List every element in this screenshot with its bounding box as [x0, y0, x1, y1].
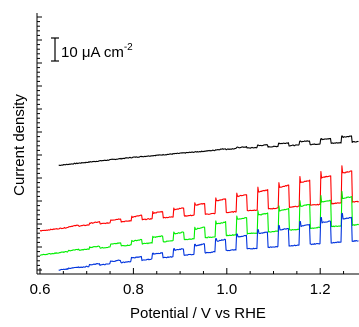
- x-tick-label: 0.8: [123, 281, 144, 298]
- series-line: [39, 190, 359, 256]
- x-tick-label: 1.0: [216, 281, 237, 298]
- y-axis-ticks: [37, 16, 42, 271]
- scale-bar: 10 μA cm-2: [51, 37, 133, 62]
- plot-area: 0.6 0.8 1.0 1.2: [30, 13, 359, 298]
- series-line: [39, 165, 359, 232]
- x-axis-ticks: 0.6 0.8 1.0 1.2: [30, 268, 345, 298]
- x-tick-label: 1.2: [310, 281, 331, 298]
- scale-bar-superscript: -2: [124, 42, 133, 53]
- x-axis-title: Potential / V vs RHE: [130, 305, 266, 322]
- series-line: [58, 135, 359, 167]
- x-tick-label: 0.6: [30, 281, 51, 298]
- series-layer: [39, 135, 359, 271]
- y-axis-title: Current density: [11, 94, 28, 196]
- scale-bar-label: 10 μA cm-2: [61, 42, 133, 61]
- series-line: [58, 212, 359, 271]
- scale-bar-text: 10 μA cm: [61, 44, 124, 61]
